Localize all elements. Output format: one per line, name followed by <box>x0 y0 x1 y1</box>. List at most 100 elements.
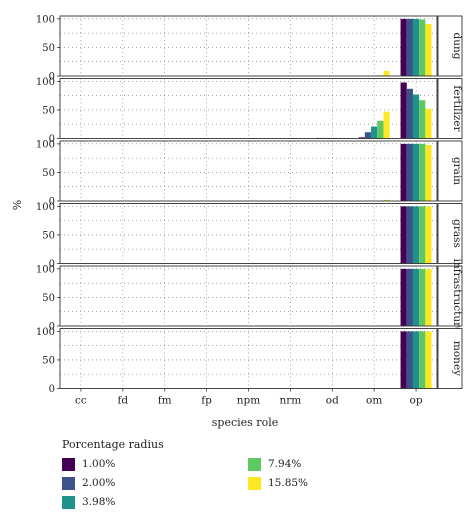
bar-grain-op-5 <box>425 145 432 201</box>
legend-label-4: 7.94% <box>268 458 302 470</box>
y-tick-label: 0 <box>49 322 55 333</box>
y-tick-label: 100 <box>36 202 55 213</box>
bar-fertilizer-om-5 <box>383 111 390 139</box>
y-tick-label: 100 <box>36 77 55 88</box>
facet-panel-grass: 0 50 100 grass <box>36 202 463 270</box>
bar-fertilizer-op-4 <box>419 100 426 139</box>
facet-strip <box>437 203 463 264</box>
facet-strip <box>437 15 463 77</box>
chart-panels: 0 50 100 dung 0 50 100 fertilizer 0 50 100 grain 0 50… <box>36 14 463 395</box>
x-tick-label-om: om <box>366 395 382 407</box>
chart-legend: Porcentage radius 1.00% 2.00% 3.98% 7.94… <box>62 438 462 518</box>
bar-infrastructure-op-4 <box>419 268 426 326</box>
y-tick-label: 50 <box>42 168 55 179</box>
bar-grain-op-3 <box>412 143 420 201</box>
legend-label-1: 1.00% <box>82 458 116 470</box>
y-tick-label: 0 <box>49 259 55 270</box>
legend-swatch-3 <box>62 496 75 509</box>
bar-money-op-1 <box>400 331 407 389</box>
facet-label-money: money <box>451 341 463 376</box>
bar-dung-op-2 <box>406 18 413 76</box>
legend-swatch-5 <box>248 477 261 490</box>
facet-label-fertilizer: fertilizer <box>451 85 463 132</box>
y-tick-label: 100 <box>36 327 55 338</box>
bar-infrastructure-op-3 <box>412 268 420 326</box>
x-tick-label-op: op <box>410 395 423 407</box>
facet-label-infrastructure: infrastructure <box>451 259 463 334</box>
bar-fertilizer-om-3 <box>371 126 378 139</box>
x-tick-label-fd: fd <box>118 395 129 407</box>
bar-money-op-5 <box>425 331 432 389</box>
legend-swatch-2 <box>62 477 75 490</box>
bar-money-op-4 <box>419 331 426 389</box>
bar-fertilizer-om-1 <box>358 137 365 139</box>
bar-grain-op-1 <box>400 143 407 201</box>
bar-grain-op-4 <box>419 143 426 201</box>
bar-grass-op-2 <box>406 206 413 264</box>
bar-dung-op-5 <box>425 24 432 76</box>
facet-panel-infrastructure: 0 50 100 infrastructure <box>36 259 463 334</box>
bar-grain-op-2 <box>406 143 413 201</box>
bar-grass-op-1 <box>400 206 407 264</box>
y-axis-title: % <box>11 200 24 210</box>
panel-border <box>59 265 438 327</box>
bar-fertilizer-om-4 <box>377 120 384 139</box>
y-tick-label: 0 <box>49 134 55 145</box>
legend-label-2: 2.00% <box>82 477 116 489</box>
y-tick-label: 50 <box>42 43 55 54</box>
facet-label-dung: dung <box>451 33 463 60</box>
facet-strip <box>437 140 463 202</box>
x-axis: cc fd fm fp npm nrm od om op <box>75 388 423 407</box>
facet-panel-dung: 0 50 100 dung <box>36 14 463 82</box>
bar-grain-om-5 <box>383 199 390 201</box>
bar-dung-om-5 <box>383 70 390 76</box>
bar-dung-op-1 <box>400 18 407 76</box>
bar-fertilizer-op-3 <box>412 94 420 139</box>
facet-panel-grain: 0 50 100 grain <box>36 139 463 207</box>
bar-fertilizer-op-1 <box>400 82 407 139</box>
panel-border <box>59 140 438 202</box>
bar-dung-op-4 <box>419 19 426 76</box>
facet-panel-fertilizer: 0 50 100 fertilizer <box>36 77 463 145</box>
y-tick-label: 100 <box>36 264 55 275</box>
legend-label-5: 15.85% <box>268 477 309 489</box>
legend-label-3: 3.98% <box>82 496 116 508</box>
x-tick-label-npm: npm <box>237 395 260 407</box>
faceted-bar-chart: 0 50 100 dung 0 50 100 fertilizer 0 50 100 grain 0 50… <box>11 14 463 429</box>
facet-label-grass: grass <box>451 219 463 248</box>
bar-grass-op-4 <box>419 206 426 264</box>
y-tick-label: 50 <box>42 293 55 304</box>
bar-fertilizer-op-2 <box>406 88 413 139</box>
x-tick-label-fm: fm <box>158 395 172 407</box>
y-tick-label: 100 <box>36 139 55 150</box>
facet-strip <box>437 265 463 327</box>
bar-fertilizer-om-2 <box>364 132 372 139</box>
legend-swatch-1 <box>62 458 75 471</box>
y-tick-label: 0 <box>49 384 55 395</box>
legend-swatch-4 <box>248 458 261 471</box>
x-tick-label-fp: fp <box>201 395 212 407</box>
facet-label-grain: grain <box>451 157 463 185</box>
y-tick-label: 50 <box>42 230 55 241</box>
bar-money-op-2 <box>406 331 413 389</box>
x-tick-label-od: od <box>326 395 339 407</box>
panel-border <box>59 15 438 77</box>
panel-border <box>59 203 438 264</box>
bar-infrastructure-op-1 <box>400 268 407 326</box>
y-tick-label: 0 <box>49 197 55 208</box>
bar-infrastructure-op-2 <box>406 268 413 326</box>
legend-title: Porcentage radius <box>62 438 164 451</box>
y-tick-label: 0 <box>49 72 55 83</box>
bar-fertilizer-op-5 <box>425 108 432 139</box>
facet-strip <box>437 78 463 139</box>
bar-money-op-3 <box>412 331 420 389</box>
y-tick-label: 50 <box>42 105 55 116</box>
bar-grass-op-5 <box>425 206 432 264</box>
y-tick-label: 50 <box>42 355 55 366</box>
x-tick-label-cc: cc <box>75 395 87 407</box>
panel-border <box>59 78 438 139</box>
facet-panel-money: 0 50 100 money <box>36 327 463 395</box>
bar-grass-op-3 <box>412 206 420 264</box>
bar-infrastructure-op-5 <box>425 268 432 326</box>
y-tick-label: 100 <box>36 14 55 25</box>
